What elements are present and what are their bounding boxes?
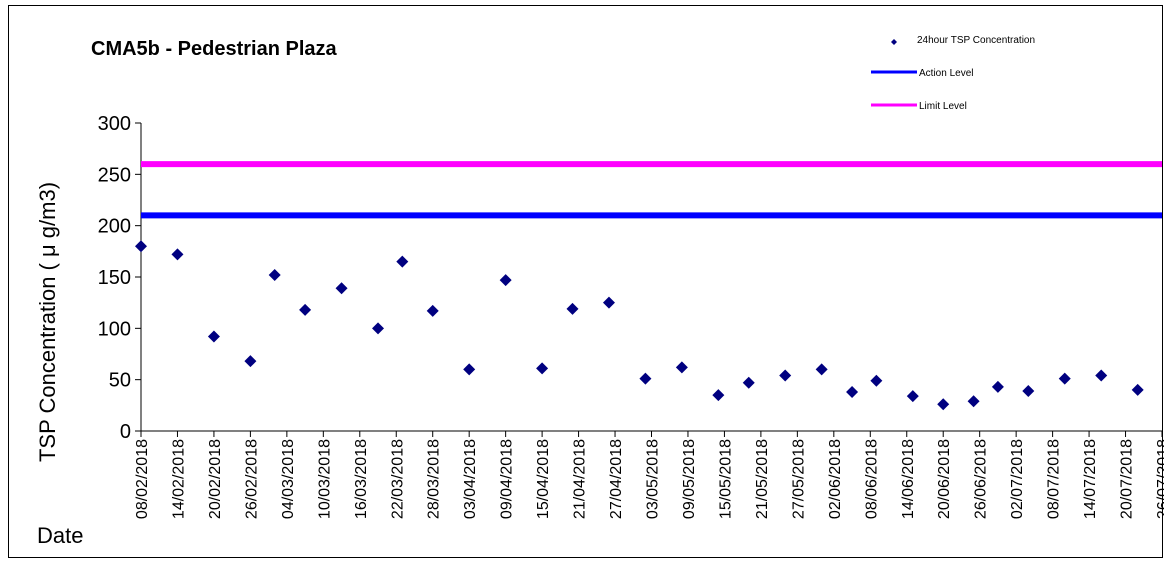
y-tick-label: 50: [109, 370, 131, 392]
x-tick-label: 21/05/2018: [754, 439, 771, 519]
data-point: [906, 390, 919, 403]
x-tick-label: 08/06/2018: [863, 439, 880, 519]
x-tick-label: 03/04/2018: [462, 439, 479, 519]
chart-svg: CMA5b - Pedestrian Plaza 24hour TSP Conc…: [35, 35, 1164, 548]
data-point: [639, 372, 652, 385]
y-tick-label: 200: [98, 216, 131, 238]
y-axis: 0 50 100 150 200 250 300: [98, 113, 142, 443]
data-point: [712, 389, 725, 402]
data-point: [815, 363, 828, 376]
data-point: [335, 282, 348, 295]
x-tick-label: 21/04/2018: [572, 439, 589, 519]
data-point: [675, 361, 688, 374]
data-point: [742, 376, 755, 389]
data-point: [1022, 384, 1035, 397]
data-point: [937, 398, 950, 411]
x-tick-label: 22/03/2018: [389, 439, 406, 519]
x-tick-label: 04/03/2018: [280, 439, 297, 519]
data-point: [372, 322, 385, 335]
data-point: [396, 255, 409, 268]
y-tick-label: 100: [98, 318, 131, 340]
y-tick-label: 150: [98, 267, 131, 289]
data-point: [566, 302, 579, 315]
x-tick-label: 15/04/2018: [535, 439, 552, 519]
x-tick-label: 14/07/2018: [1082, 439, 1099, 519]
x-tick-label: 15/05/2018: [717, 439, 734, 519]
data-point: [207, 330, 220, 343]
data-point: [536, 362, 549, 375]
x-tick-label: 02/07/2018: [1009, 439, 1026, 519]
data-point: [426, 304, 439, 317]
data-point: [1131, 383, 1144, 396]
data-point: [463, 363, 476, 376]
x-tick-label: 27/05/2018: [790, 439, 807, 519]
data-point: [846, 385, 859, 398]
level-lines: [141, 161, 1162, 219]
x-axis: 08/02/2018 14/02/2018 20/02/2018 26/02/2018…: [134, 430, 1164, 519]
data-point: [299, 303, 312, 316]
legend: 24hour TSP Concentration Action Level Li…: [871, 35, 1035, 112]
x-tick-label: 16/03/2018: [353, 439, 370, 519]
data-point: [870, 374, 883, 387]
data-point: [1095, 369, 1108, 382]
x-tick-label: 02/06/2018: [827, 439, 844, 519]
y-tick-label: 300: [98, 113, 131, 135]
data-point: [244, 355, 257, 368]
x-tick-label: 27/04/2018: [608, 439, 625, 519]
data-point: [135, 240, 147, 253]
x-tick-label: 20/06/2018: [936, 439, 953, 519]
legend-label-action: Action Level: [919, 68, 973, 79]
x-tick-label: 26/07/2018: [1155, 439, 1164, 519]
x-tick-label: 14/06/2018: [900, 439, 917, 519]
x-axis-label: Date: [37, 523, 83, 548]
data-point: [779, 369, 792, 382]
legend-marker-diamond: [891, 39, 897, 45]
chart-title: CMA5b - Pedestrian Plaza: [91, 38, 338, 60]
chart-frame: CMA5b - Pedestrian Plaza 24hour TSP Conc…: [8, 5, 1164, 558]
data-point: [171, 248, 184, 261]
x-tick-label: 26/06/2018: [973, 439, 990, 519]
data-point: [991, 380, 1004, 393]
legend-label-limit: Limit Level: [919, 101, 967, 112]
data-point: [1058, 372, 1071, 385]
data-point: [967, 395, 980, 408]
x-tick-label: 09/05/2018: [681, 439, 698, 519]
data-points: [135, 240, 1144, 411]
y-axis-label: TSP Concentration ( μ g/m3): [35, 182, 60, 462]
x-tick-label: 08/07/2018: [1046, 439, 1063, 519]
x-tick-label: 09/04/2018: [499, 439, 516, 519]
y-tick-label: 250: [98, 164, 131, 186]
data-point: [268, 268, 281, 281]
x-tick-label: 08/02/2018: [134, 439, 151, 519]
x-tick-label: 26/02/2018: [243, 439, 260, 519]
data-point: [499, 274, 512, 287]
x-tick-label: 14/02/2018: [170, 439, 187, 519]
x-tick-label: 28/03/2018: [426, 439, 443, 519]
legend-label-tsp: 24hour TSP Concentration: [917, 35, 1035, 46]
x-tick-label: 03/05/2018: [645, 439, 662, 519]
data-point: [602, 296, 615, 309]
x-tick-label: 10/03/2018: [316, 439, 333, 519]
y-tick-label: 0: [120, 421, 131, 443]
x-tick-label: 20/02/2018: [207, 439, 224, 519]
x-tick-label: 20/07/2018: [1119, 439, 1136, 519]
